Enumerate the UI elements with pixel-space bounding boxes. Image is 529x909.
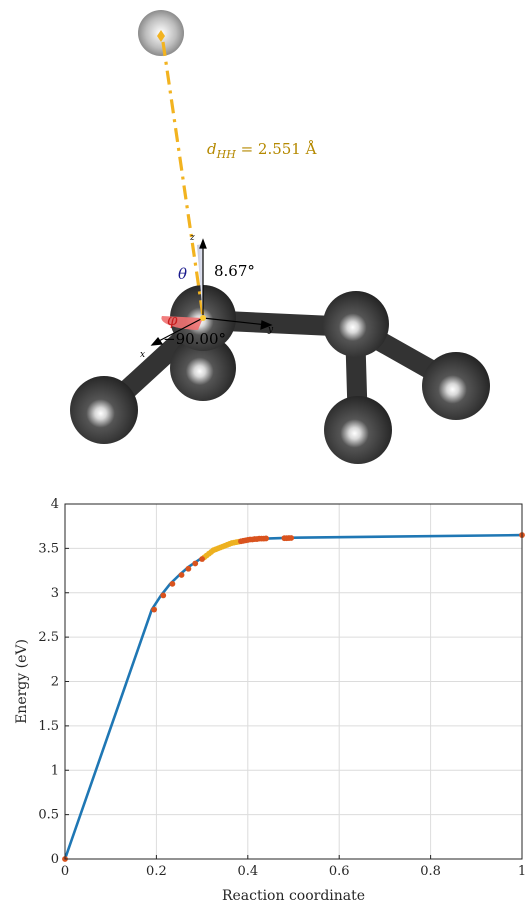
x-tick-label: 0.8: [420, 864, 441, 879]
data-point-red: [185, 565, 192, 572]
data-point-red: [192, 560, 199, 567]
y-tick-label: 2.5: [38, 630, 59, 645]
data-point-red: [178, 572, 185, 578]
y-arrow-icon: [260, 320, 273, 330]
y-tick-label: 0.5: [38, 808, 59, 823]
phi-symbol: φ: [167, 311, 178, 329]
data-point-red: [288, 535, 295, 541]
x-arrow-icon: [150, 337, 164, 346]
x-tick-label: 0.6: [329, 864, 350, 879]
y-axis-label: y: [267, 325, 274, 335]
molecule-illustration: dHH = 2.551 Å θ 8.67° φ −90.00° x y z: [70, 10, 490, 464]
data-point-red: [151, 606, 158, 613]
data-point-red: [160, 592, 167, 599]
x-tick-label: 0.4: [237, 864, 258, 879]
data-point-red: [199, 556, 206, 562]
hh-distance-line: [161, 41, 205, 317]
x-axis-title: Reaction coordinate: [222, 888, 365, 904]
y-tick-label: 2: [51, 675, 59, 690]
x-tick-label: 0.2: [146, 864, 167, 879]
data-point-red: [263, 535, 269, 542]
x-tick-labels: 0 0.2 0.4 0.6 0.8 1: [61, 864, 526, 879]
series-layer: [62, 532, 525, 862]
data-point-red: [169, 580, 176, 587]
theta-symbol: θ: [178, 265, 187, 283]
y-tick-label: 0: [51, 852, 59, 867]
origin-dot: [200, 315, 206, 321]
y-tick-label: 4: [51, 497, 59, 512]
phi-value: −90.00°: [163, 330, 226, 348]
y-tick-labels: 0 0.5 1 1.5 2 2.5 3 3.5 4: [38, 497, 59, 867]
x-tick-label: 1: [518, 864, 526, 879]
y-tick-label: 1: [51, 763, 59, 778]
theta-value: 8.67°: [214, 262, 255, 280]
bonds: [95, 310, 450, 438]
x-axis-label: x: [140, 350, 145, 360]
local-axes: [150, 238, 273, 346]
carbon-atom: [323, 291, 389, 357]
carbon-atom: [170, 335, 236, 401]
hydrogen-marker: [157, 30, 165, 42]
z-arrow-icon: [199, 238, 207, 249]
x-axis: [154, 317, 204, 344]
carbon-atom: [324, 396, 392, 464]
y-axis: [202, 317, 268, 326]
y-tick-label: 3: [51, 586, 59, 601]
z-axis-label: z: [189, 233, 195, 243]
energy-chart: 0 0.2 0.4 0.6 0.8 1 0 0.5 1 1.5 2 2.5 3 3.5 4 Reactio…: [14, 497, 526, 904]
carbon-atom: [70, 376, 138, 444]
y-tick-label: 1.5: [38, 719, 59, 734]
theta-wedge: [197, 244, 203, 318]
phi-wedge: [161, 316, 203, 330]
plot-frame: [64, 503, 523, 860]
y-tick-label: 3.5: [38, 541, 59, 556]
distance-label: dHH = 2.551 Å: [207, 140, 317, 161]
y-axis-title: Energy (eV): [14, 639, 30, 724]
x-tick-label: 0: [61, 864, 69, 879]
carbon-atom: [422, 352, 490, 420]
